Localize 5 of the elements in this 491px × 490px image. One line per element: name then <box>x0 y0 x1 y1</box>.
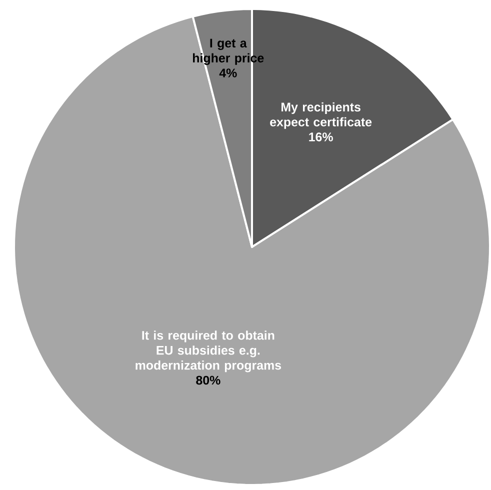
data-label: 16% <box>309 132 333 142</box>
data-label: 80% <box>196 376 220 385</box>
slice-label: My recipients expect certificate <box>270 102 372 129</box>
slice-label: It is required to obtain EU subsidies e.g. modernization programs <box>136 330 282 372</box>
data-label: 4% <box>219 68 237 78</box>
